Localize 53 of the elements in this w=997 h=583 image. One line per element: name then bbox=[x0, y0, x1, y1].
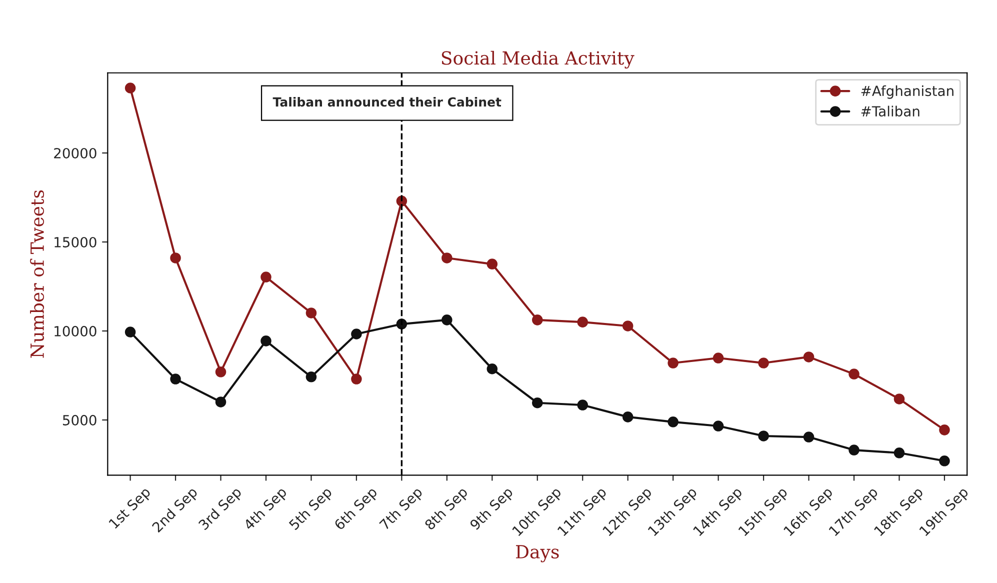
y-tick-label: 10000 bbox=[54, 326, 96, 336]
y-tick-label: 20000 bbox=[54, 148, 96, 158]
point bbox=[260, 272, 272, 282]
x-tick-label: 8th Sep bbox=[424, 486, 470, 532]
point bbox=[351, 328, 362, 340]
point bbox=[306, 372, 317, 382]
point bbox=[486, 258, 498, 270]
point bbox=[939, 456, 950, 466]
legend-label: #Afghanistan bbox=[861, 85, 954, 99]
point bbox=[712, 352, 724, 364]
point bbox=[306, 308, 317, 318]
point bbox=[124, 82, 136, 94]
point bbox=[848, 368, 860, 380]
x-tick-label: 5th Sep bbox=[288, 486, 334, 532]
chart-title: Social Media Activity bbox=[442, 50, 634, 69]
ref-line-label: Taliban announced their Cabinet bbox=[272, 97, 502, 107]
point bbox=[486, 364, 498, 374]
point bbox=[532, 398, 543, 408]
point bbox=[215, 396, 226, 408]
point bbox=[668, 358, 678, 368]
x-tick-label: 4th Sep bbox=[242, 486, 290, 533]
point bbox=[124, 326, 136, 338]
y-tick-label: 5000 bbox=[62, 414, 96, 426]
point bbox=[260, 336, 272, 346]
point bbox=[803, 352, 814, 362]
x-axis-title: Days bbox=[516, 545, 559, 562]
point bbox=[668, 416, 678, 428]
x-tick-label: 7th Sep bbox=[378, 486, 425, 532]
point bbox=[577, 316, 588, 328]
legend-label: #Taliban bbox=[861, 106, 920, 117]
point bbox=[622, 320, 634, 332]
point bbox=[442, 314, 452, 326]
x-tick-label: 6th Sep bbox=[333, 486, 380, 532]
point bbox=[803, 432, 814, 442]
point bbox=[532, 314, 543, 326]
point bbox=[622, 412, 634, 422]
point bbox=[758, 430, 769, 442]
y-axis-title: Number of Tweets bbox=[30, 190, 44, 358]
point bbox=[442, 252, 452, 264]
point bbox=[351, 374, 362, 384]
point bbox=[170, 374, 181, 384]
point bbox=[939, 424, 950, 436]
point bbox=[894, 394, 905, 404]
point bbox=[170, 252, 181, 264]
x-tick-label: 1st Sep bbox=[108, 486, 153, 531]
point bbox=[215, 366, 226, 378]
point bbox=[712, 420, 724, 432]
point bbox=[758, 358, 769, 368]
y-tick-label: 15000 bbox=[54, 236, 96, 248]
point bbox=[848, 444, 860, 456]
point bbox=[894, 448, 905, 458]
point bbox=[577, 400, 588, 410]
x-tick-label: 3rd Sep bbox=[198, 486, 244, 532]
